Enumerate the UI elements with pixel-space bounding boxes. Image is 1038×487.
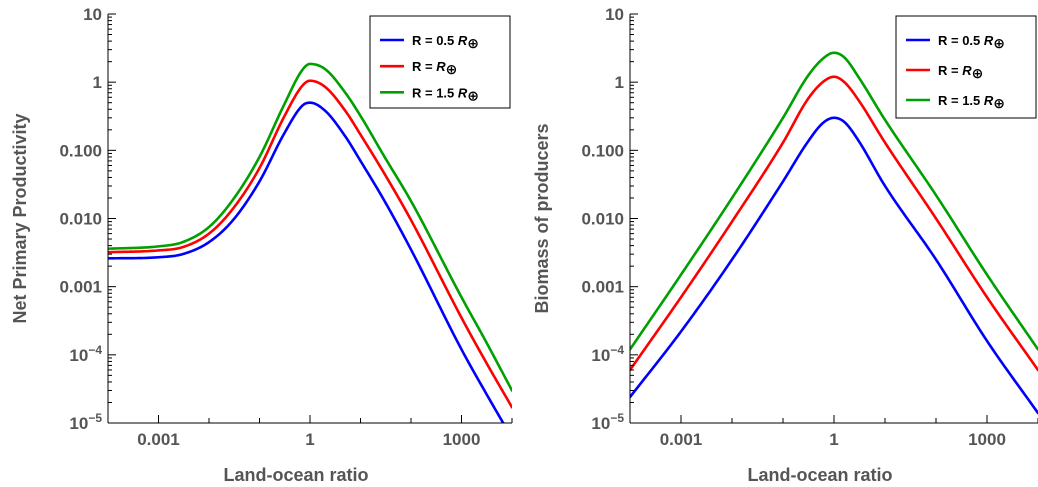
y-tick-label: 0.001 [59,278,102,297]
plot-area [108,62,512,423]
x-tick-label: 1000 [443,430,481,449]
x-tick-label: 0.001 [137,430,180,449]
y-axis-label: Net Primary Productivity [10,113,30,323]
legend-entry: R = 1.5 R⊕ [412,85,479,103]
y-tick-label: 10 [83,5,102,24]
legend-entry: R = 0.5 R⊕ [938,33,1005,51]
y-tick-label: 0.100 [581,141,624,160]
y-axis-label: Biomass of producers [532,123,552,313]
y-tick-label: 1 [615,73,624,92]
legend: R = 0.5 R⊕ R = R⊕ R = 1.5 R⊕ [369,15,511,109]
x-axis-label: Land-ocean ratio [223,465,368,485]
series-line-1 [630,116,1038,415]
plot-area [630,51,1038,415]
series-line-1 [108,101,505,423]
series-line-2 [630,75,1038,372]
x-tick-label: 0.001 [660,430,703,449]
series-line-2 [108,79,512,409]
x-axis-label: Land-ocean ratio [747,465,892,485]
y-tick-label: 10−5 [591,411,624,433]
series-line-3 [630,51,1038,351]
legend-entry: R = 1.5 R⊕ [938,93,1005,111]
series-line-3 [108,62,512,392]
x-tick-label: 1000 [968,430,1006,449]
y-tick-label: 1 [93,73,102,92]
y-tick-label: 10−5 [69,411,102,433]
chart-panel-2: 10 1 0.100 0.010 0.001 10−4 10−5 0.001 1 1000 Land… [532,5,1038,485]
y-tick-label: 0.010 [581,210,624,229]
y-tick-label: 10−4 [69,343,102,365]
chart-panel-1: 10 1 0.100 0.010 0.001 10−4 10−5 0.001 1 1000 Land… [10,5,513,485]
x-tick-label: 1 [305,430,314,449]
y-tick-label: 0.001 [581,278,624,297]
y-tick-label: 10 [605,5,624,24]
legend-entry: R = 0.5 R⊕ [412,33,479,51]
legend: R = 0.5 R⊕ R = R⊕ R = 1.5 R⊕ [895,15,1037,119]
x-tick-label: 1 [829,430,838,449]
y-tick-label: 10−4 [591,343,624,365]
y-tick-label: 0.100 [59,141,102,160]
legend-entry: R = R⊕ [412,59,457,77]
y-tick-label: 0.010 [59,210,102,229]
legend-entry: R = R⊕ [938,63,983,81]
